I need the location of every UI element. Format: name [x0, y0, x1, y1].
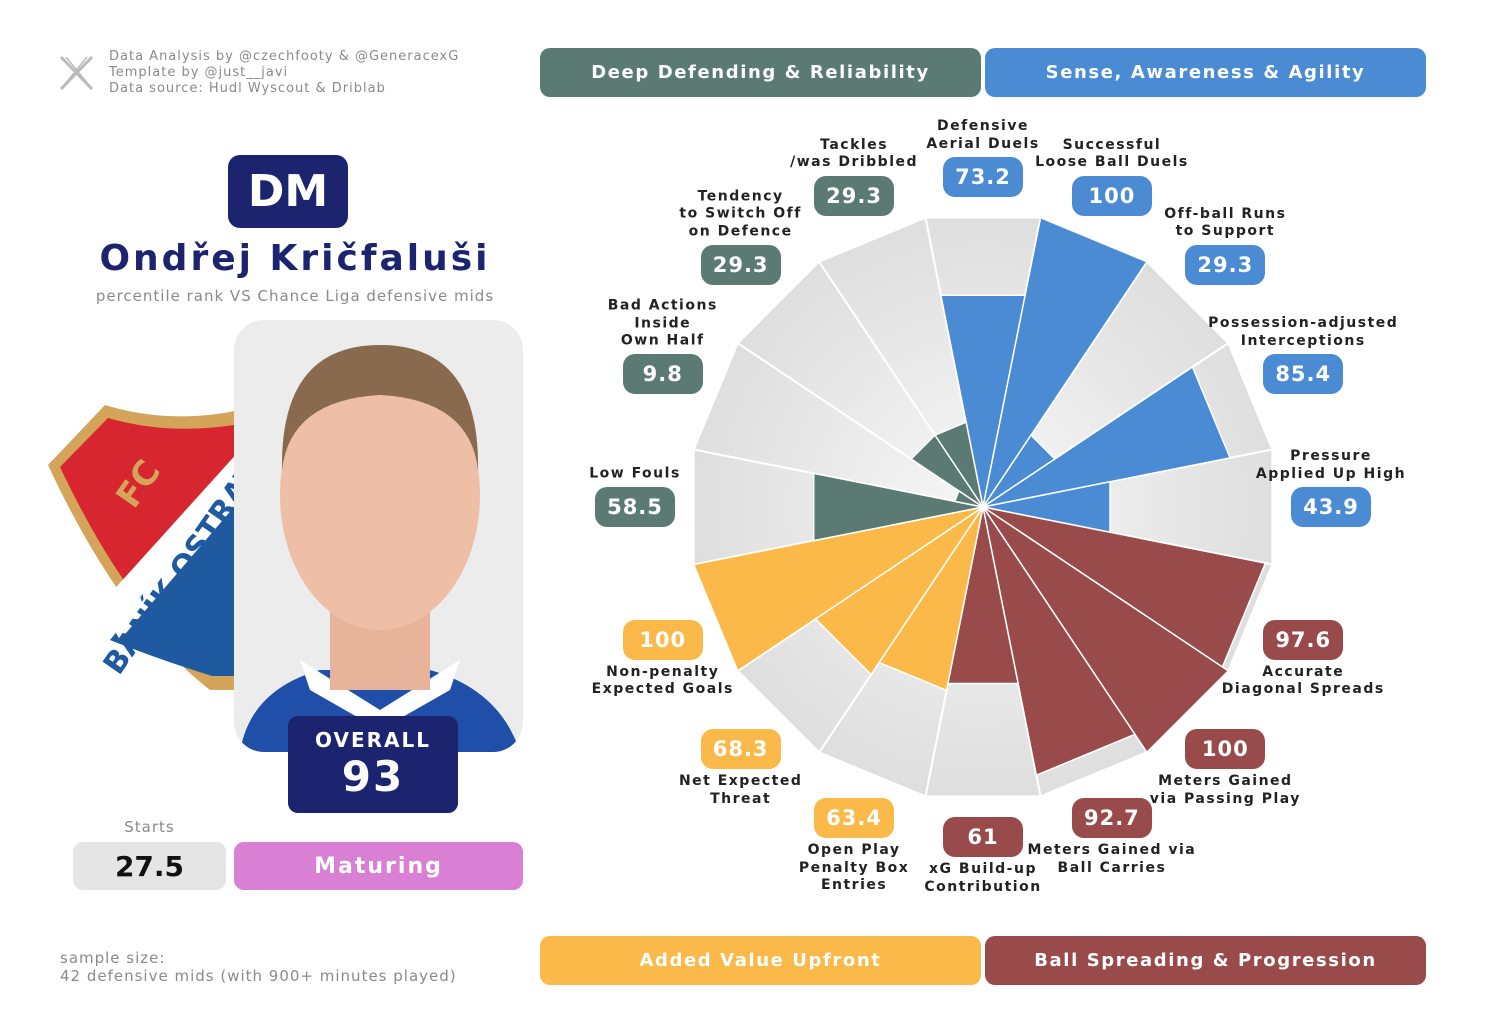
attribution: Data Analysis by @czechfooty & @Generace… [109, 49, 459, 97]
starts-label: Starts [124, 818, 175, 836]
value-badge: 68.3 [700, 729, 781, 770]
slice-label: Accurate Diagonal Spreads [1221, 663, 1385, 698]
slice-label: Defensive Aerial Duels [926, 118, 1040, 152]
slice-label: Low Fouls [589, 465, 681, 482]
player-name: Ondřej Kričfaluši [99, 238, 491, 279]
slice-label: Open Play Penalty Box Entries [798, 842, 910, 894]
slice-label: Off-ball Runs to Support [1164, 205, 1287, 240]
value-badge: 73.2 [943, 157, 1023, 197]
subtitle: percentile rank VS Chance Liga defensive… [95, 287, 495, 305]
sample-size: sample size: 42 defensive mids (with 900… [60, 949, 457, 985]
legend-header: Ball Spreading & Progression [985, 936, 1426, 985]
slice-label: Tendency to Switch Off on Defence [679, 188, 802, 240]
value-badge: 100 [622, 619, 703, 660]
slice [812, 472, 984, 542]
value-badge: 29.3 [700, 244, 781, 285]
value-badge: 61 [943, 817, 1023, 857]
slice-label: Successful Loose Ball Duels [1035, 136, 1189, 171]
legend-header: Added Value Upfront [540, 936, 981, 985]
slice [982, 216, 1149, 508]
slice-label: xG Build-up Contribution [924, 861, 1042, 895]
slice [933, 421, 984, 508]
starts-value: 27.5 [73, 842, 226, 890]
value-badge: 85.4 [1263, 354, 1344, 395]
attribution-line: Data source: Hudl Wyscout & Driblab [109, 81, 386, 96]
slice-label: Possession-adjusted Interceptions [1208, 315, 1399, 349]
club-logo: FC BANÍK OSTRAVA [48, 405, 282, 690]
slice-label: Bad Actions Inside Own Half [607, 297, 718, 349]
value-badge: 29.3 [1185, 244, 1266, 285]
position-badge: DM [228, 155, 348, 228]
slice-label: Net Expected Threat [678, 773, 803, 807]
player-photo [234, 320, 523, 752]
attribution-line: Data Analysis by @czechfooty & @Generace… [109, 49, 460, 64]
slice-label: Meters Gained via Ball Carries [1027, 842, 1197, 876]
x-logo [59, 55, 94, 91]
sample-line: sample size: [60, 949, 166, 967]
sample-line: 42 defensive mids (with 900+ minutes pla… [60, 967, 457, 985]
slice-label: Meters Gained via Passing Play [1149, 773, 1301, 807]
value-badge: 43.9 [1291, 487, 1371, 527]
value-badge: 100 [1185, 729, 1266, 770]
value-badge: 29.3 [814, 175, 895, 216]
status: Maturing [234, 842, 523, 890]
slice-label: Tackles /was Dribbled [790, 136, 919, 171]
overall-label: OVERALL [315, 728, 431, 752]
value-badge: 9.8 [622, 354, 703, 395]
overall-value: 93 [341, 752, 405, 801]
overall-box: OVERALL 93 [288, 716, 458, 813]
attribution-line: Template by @just__javi [109, 65, 289, 80]
value-badge: 92.7 [1071, 798, 1152, 839]
legend-header: Deep Defending & Reliability [540, 48, 981, 97]
value-badge: 58.5 [595, 487, 675, 527]
slice-label: Pressure Applied Up High [1255, 448, 1407, 482]
value-badge: 100 [1071, 175, 1152, 216]
value-badge: 97.6 [1263, 619, 1344, 660]
value-badge: 63.4 [814, 798, 895, 839]
slice-label: Non-penalty Expected Goals [591, 663, 734, 698]
legend-header: Sense, Awareness & Agility [985, 48, 1426, 97]
